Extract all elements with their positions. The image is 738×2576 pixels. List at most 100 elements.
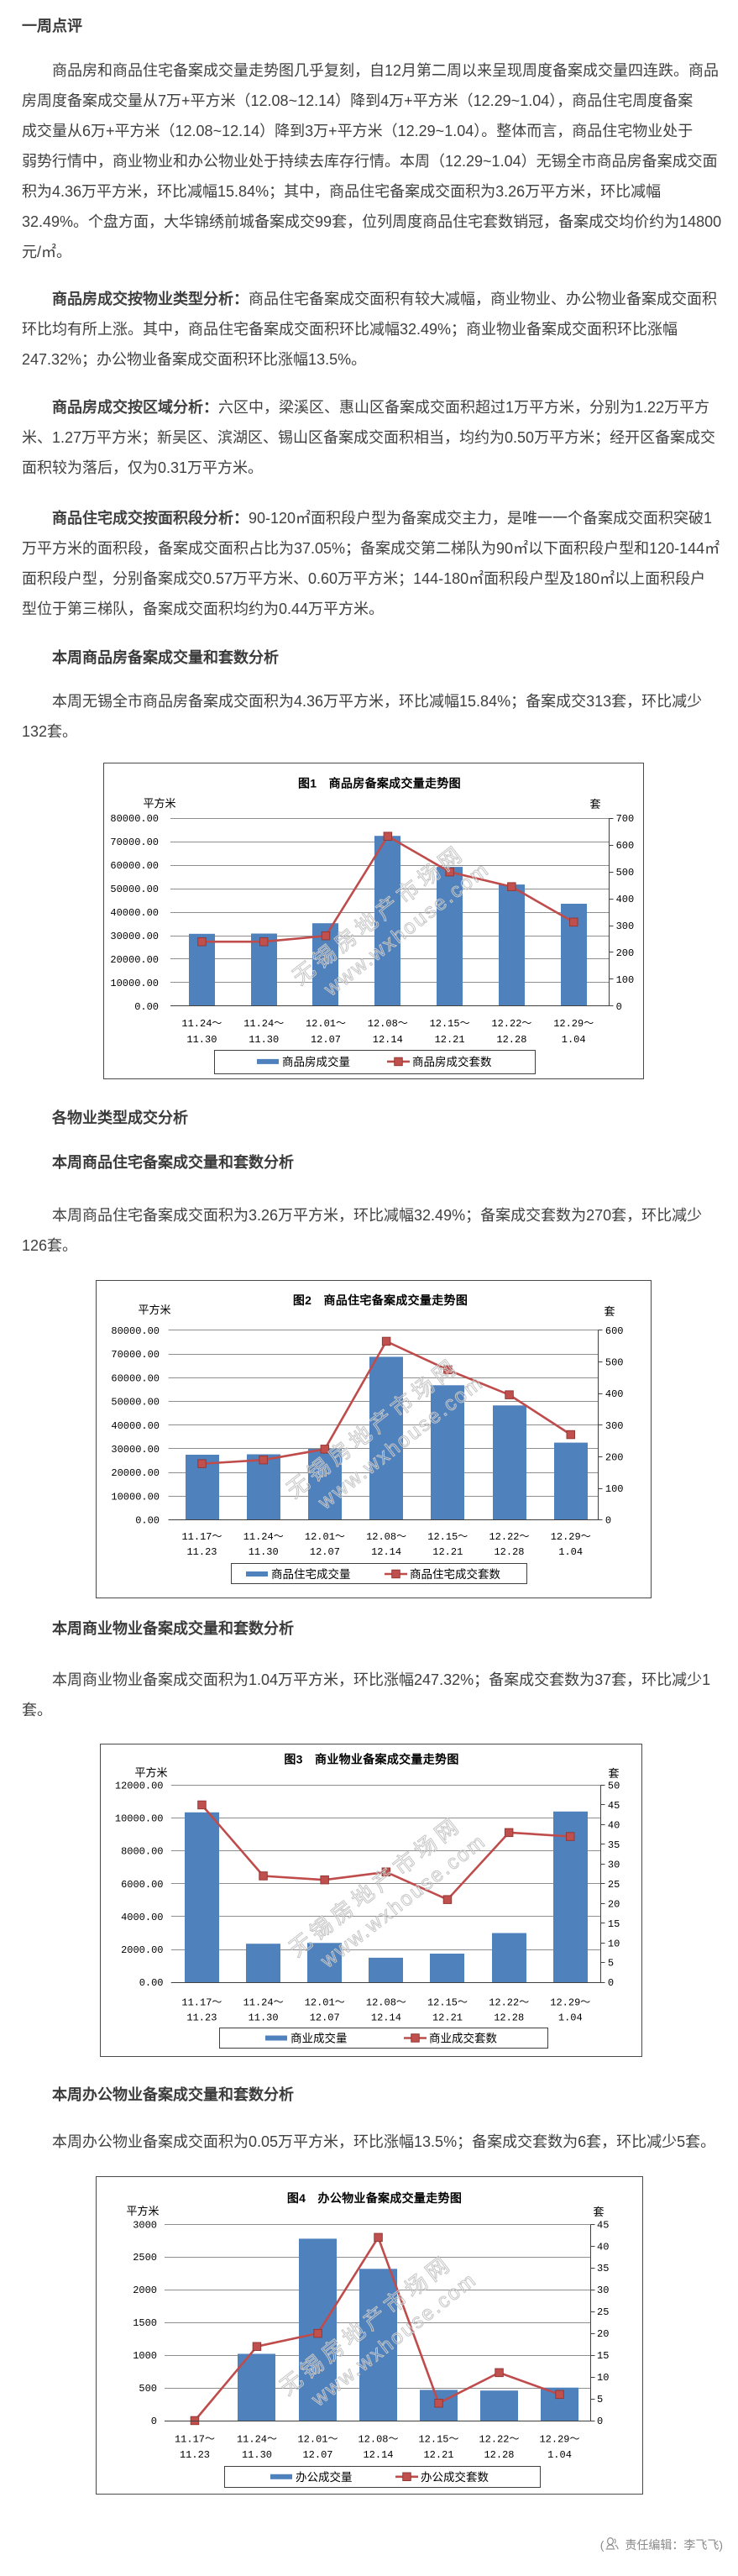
svg-text:500: 500 (605, 1356, 624, 1368)
svg-text:0.00: 0.00 (134, 1001, 159, 1013)
svg-text:45: 45 (597, 2219, 609, 2231)
svg-text:商业成交套数: 商业成交套数 (429, 2032, 497, 2045)
svg-text:500: 500 (139, 2383, 157, 2395)
svg-text:11.30: 11.30 (249, 2012, 279, 2024)
svg-text:11.24～: 11.24～ (243, 1997, 284, 2009)
svg-text:20: 20 (597, 2328, 609, 2340)
svg-text:套: 套 (593, 2206, 604, 2218)
svg-text:平方米: 平方米 (143, 797, 175, 810)
svg-text:10000.00: 10000.00 (110, 978, 159, 989)
svg-text:35: 35 (597, 2263, 609, 2274)
svg-text:80000.00: 80000.00 (110, 813, 159, 825)
svg-text:30000.00: 30000.00 (111, 1444, 160, 1456)
svg-text:10: 10 (608, 1938, 620, 1949)
svg-text:30: 30 (608, 1859, 620, 1870)
svg-text:平方米: 平方米 (126, 2205, 159, 2217)
svg-text:600: 600 (605, 1325, 624, 1337)
svg-text:5: 5 (608, 1958, 614, 1970)
svg-text:100: 100 (605, 1483, 624, 1495)
svg-text:商品房成交量: 商品房成交量 (282, 1055, 350, 1068)
svg-text:11.30: 11.30 (249, 1546, 279, 1558)
svg-text:6000.00: 6000.00 (121, 1879, 163, 1891)
svg-text:11.17～: 11.17～ (175, 2434, 215, 2446)
svg-text:11.17～: 11.17～ (181, 1531, 222, 1543)
svg-text:4000.00: 4000.00 (121, 1912, 163, 1923)
svg-text:0: 0 (597, 2416, 603, 2427)
svg-text:1500: 1500 (133, 2317, 157, 2329)
svg-text:20: 20 (608, 1898, 620, 1910)
svg-text:12.14: 12.14 (371, 2012, 401, 2024)
svg-text:商业成交量: 商业成交量 (290, 2032, 348, 2045)
svg-text:2000.00: 2000.00 (121, 1944, 163, 1956)
svg-text:1000: 1000 (133, 2350, 157, 2362)
svg-text:40000.00: 40000.00 (111, 1420, 160, 1432)
svg-text:200: 200 (605, 1451, 624, 1463)
svg-text:11.24～: 11.24～ (243, 1531, 284, 1543)
svg-text:12.28: 12.28 (496, 1034, 526, 1046)
svg-text:12.08～: 12.08～ (366, 1531, 406, 1543)
svg-text:0: 0 (608, 1977, 614, 1989)
svg-text:15: 15 (597, 2350, 609, 2362)
svg-text:12.29～: 12.29～ (550, 1997, 590, 2009)
svg-text:0: 0 (605, 1515, 611, 1527)
svg-text:300: 300 (616, 921, 635, 932)
svg-text:1.04: 1.04 (562, 1034, 586, 1046)
svg-text:20000.00: 20000.00 (111, 1467, 160, 1479)
svg-text:套: 套 (608, 1767, 619, 1780)
svg-text:套: 套 (589, 798, 600, 811)
svg-text:12.01～: 12.01～ (306, 1018, 346, 1030)
svg-text:30000.00: 30000.00 (110, 931, 159, 942)
svg-text:600: 600 (616, 840, 635, 852)
svg-text:200: 200 (616, 947, 635, 959)
svg-text:12.08～: 12.08～ (358, 2434, 398, 2446)
svg-text:500: 500 (616, 867, 635, 879)
svg-text:8000.00: 8000.00 (121, 1846, 163, 1858)
svg-text:12.07: 12.07 (310, 1546, 340, 1558)
svg-text:80000.00: 80000.00 (111, 1325, 160, 1337)
svg-text:11.30: 11.30 (242, 2449, 272, 2461)
svg-text:70000.00: 70000.00 (110, 837, 159, 848)
svg-text:0.00: 0.00 (135, 1515, 160, 1527)
svg-text:40000.00: 40000.00 (110, 907, 159, 919)
svg-text:11.23: 11.23 (180, 2449, 210, 2461)
svg-text:12.01～: 12.01～ (305, 1531, 345, 1543)
svg-text:11.30: 11.30 (186, 1034, 217, 1046)
svg-text:50000.00: 50000.00 (111, 1397, 160, 1409)
svg-text:12.29～: 12.29～ (553, 1018, 594, 1030)
svg-text:12.08～: 12.08～ (368, 1018, 408, 1030)
svg-text:45: 45 (608, 1800, 620, 1812)
svg-text:平方米: 平方米 (134, 1766, 167, 1779)
svg-text:1.04: 1.04 (558, 1546, 583, 1558)
svg-text:2500: 2500 (133, 2252, 157, 2264)
svg-text:商品住宅成交套数: 商品住宅成交套数 (410, 1567, 500, 1581)
svg-text:12.21: 12.21 (435, 1034, 465, 1046)
svg-text:1.04: 1.04 (547, 2449, 572, 2461)
svg-text:12.15～: 12.15～ (430, 1018, 470, 1030)
svg-text:12.01～: 12.01～ (305, 1997, 345, 2009)
svg-text:100: 100 (616, 974, 635, 986)
svg-text:12.21: 12.21 (423, 2449, 453, 2461)
svg-text:12000.00: 12000.00 (115, 1781, 164, 1792)
svg-text:12.29～: 12.29～ (539, 2434, 579, 2446)
svg-text:25: 25 (608, 1879, 620, 1891)
svg-text:办公成交量: 办公成交量 (296, 2470, 353, 2484)
svg-text:300: 300 (605, 1420, 624, 1432)
svg-text:12.07: 12.07 (310, 2012, 340, 2024)
svg-text:11.30: 11.30 (249, 1034, 279, 1046)
svg-text:12.07: 12.07 (311, 1034, 341, 1046)
svg-text:0: 0 (151, 2416, 157, 2427)
svg-text:12.14: 12.14 (363, 2449, 393, 2461)
svg-text:12.22～: 12.22～ (489, 1531, 529, 1543)
svg-text:1.04: 1.04 (558, 2012, 583, 2024)
svg-text:12.15～: 12.15～ (418, 2434, 458, 2446)
svg-text:商品房成交套数: 商品房成交套数 (412, 1055, 492, 1068)
svg-text:0: 0 (616, 1001, 622, 1013)
svg-text:商品住宅成交量: 商品住宅成交量 (271, 1567, 351, 1581)
svg-text:12.01～: 12.01～ (297, 2434, 338, 2446)
svg-text:11.23: 11.23 (186, 1546, 217, 1558)
svg-text:12.21: 12.21 (432, 1546, 463, 1558)
svg-text:2000: 2000 (133, 2285, 157, 2296)
svg-text:40: 40 (608, 1819, 620, 1831)
svg-text:12.28: 12.28 (484, 2449, 514, 2461)
svg-text:50000.00: 50000.00 (110, 884, 159, 895)
